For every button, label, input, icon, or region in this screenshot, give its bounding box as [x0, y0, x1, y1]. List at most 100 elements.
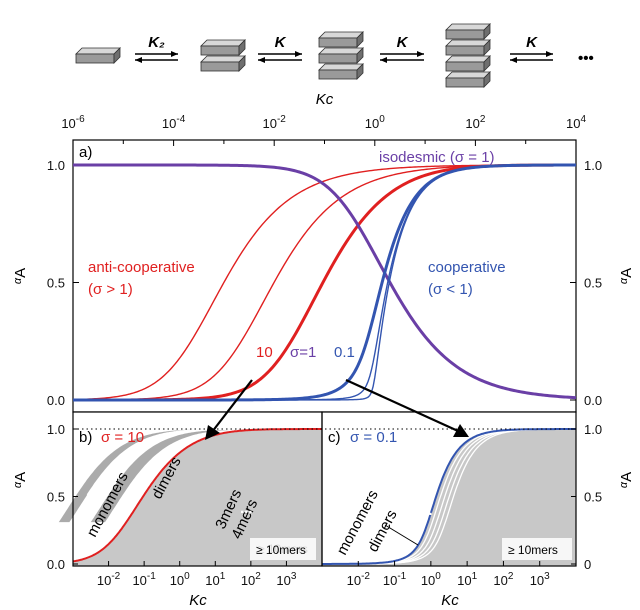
- panel-b-ytick-label: 1.0: [47, 422, 65, 437]
- top-tick-label: 10-6: [61, 114, 85, 131]
- panel-b-xtick-label: 102: [241, 571, 261, 588]
- stack-2-plate-front: [200, 61, 240, 72]
- panel-b-xlabel: Kc: [189, 592, 207, 609]
- top-tick-label: 100: [365, 114, 385, 131]
- panel-c-dots: ...: [420, 502, 433, 519]
- stack-4-plate-front: [445, 77, 485, 88]
- panel-c-xtick-label: 10-2: [347, 571, 371, 588]
- panel-c-xtick-label: 102: [493, 571, 513, 588]
- stack-4-plate-front: [445, 61, 485, 72]
- stack-4-plate-top: [445, 55, 491, 63]
- stack-3-plate-front: [318, 37, 358, 48]
- panel-a-series-line: [72, 163, 576, 402]
- backward-arrowhead: [510, 57, 517, 63]
- panel-a-ylabel: αA: [12, 268, 29, 284]
- stack-4-plate-top: [445, 39, 491, 47]
- panel-b-sigma: σ = 10: [101, 429, 144, 446]
- backward-arrowhead: [135, 57, 142, 63]
- panel-c-sigma: σ = 0.1: [350, 429, 397, 446]
- panel-c-dimers-pointer: [384, 524, 419, 546]
- stack-4-plate-side: [483, 55, 491, 72]
- panel-c-xtick-label: 103: [530, 571, 550, 588]
- label-sigma-1: σ=1: [290, 344, 316, 361]
- panel-c-ytick-label: 0.5: [584, 490, 602, 505]
- arrow-to-panel-c-head: [453, 424, 469, 437]
- panel-c-ytick-label: 0: [584, 557, 591, 572]
- panel-b-xtick-label: 101: [205, 571, 225, 588]
- panel-c-xtick-label: 10-1: [383, 571, 407, 588]
- stack-3-plate-side: [356, 31, 364, 48]
- stack-1-plate-top: [75, 47, 121, 55]
- panel-b-label: b): [79, 429, 92, 446]
- cooperative-sigma: (σ < 1): [428, 281, 473, 298]
- equilibrium-constant: K: [275, 34, 287, 51]
- stack-3-plate-top: [318, 47, 364, 55]
- panel-b-xtick-label: 10-1: [132, 571, 156, 588]
- stack-1-plate-side: [113, 47, 121, 64]
- panel-b-oligomer-band: [58, 429, 248, 523]
- top-axis-label: Kc: [316, 91, 334, 108]
- scheme-ellipsis: •••: [578, 50, 594, 67]
- stack-2-plate-top: [200, 55, 246, 63]
- stack-3-plate-front: [318, 69, 358, 80]
- cooperative-label: cooperative: [428, 259, 506, 276]
- arrow-to-panel-b: [211, 379, 253, 433]
- stack-3-plate-top: [318, 63, 364, 71]
- panel-c-label: c): [328, 429, 341, 446]
- panel-b-dots: ...: [240, 500, 253, 517]
- label-sigma-10: 10: [256, 344, 273, 361]
- anti-cooperative-sigma: (σ > 1): [88, 281, 133, 298]
- panel-b-xtick-label: 100: [170, 571, 190, 588]
- stack-4-plate-side: [483, 39, 491, 56]
- panel-c-ytick-label: 1.0: [584, 422, 602, 437]
- stack-4-plate-top: [445, 23, 491, 31]
- panel-c-ylabel: αA: [618, 472, 635, 488]
- panel-a-ytick-right: 1.0: [584, 158, 602, 173]
- backward-arrowhead: [380, 57, 387, 63]
- panel-a-ytick-right: 0.5: [584, 276, 602, 291]
- forward-arrowhead: [417, 51, 424, 57]
- stack-3-plate-side: [356, 47, 364, 64]
- panel-a-series-line: [73, 163, 577, 400]
- stack-4-plate-front: [445, 45, 485, 56]
- top-tick-label: 102: [465, 114, 485, 131]
- panel-c-tail-text: ≥ 10mers: [508, 543, 558, 557]
- panel-c-tail-box: [502, 538, 572, 560]
- top-tick-label: 10-2: [263, 114, 287, 131]
- panel-b-ytick-label: 0.5: [47, 490, 65, 505]
- stack-3-plate-side: [356, 63, 364, 80]
- stack-2-plate-side: [238, 39, 246, 56]
- panel-a-series-line: [73, 164, 577, 401]
- panel-b-ylabel: αA: [12, 472, 29, 488]
- forward-arrowhead: [171, 51, 178, 57]
- equilibrium-constant: K: [526, 34, 538, 51]
- panel-b-xtick-label: 103: [276, 571, 296, 588]
- stack-3-plate-top: [318, 31, 364, 39]
- backward-arrowhead: [258, 57, 265, 63]
- top-tick-label: 10-4: [162, 114, 186, 131]
- panel-c-xlabel: Kc: [441, 592, 459, 609]
- stack-2-plate-front: [200, 45, 240, 56]
- stack-3-plate-front: [318, 53, 358, 64]
- panel-b-oligomer-band: [90, 429, 283, 523]
- stack-4-plate-front: [445, 29, 485, 40]
- stack-4-plate-side: [483, 71, 491, 88]
- arrow-to-panel-b-head: [205, 425, 220, 440]
- panel-b-aggregate-area: [73, 429, 322, 566]
- stack-1-plate-front: [75, 53, 115, 64]
- arrow-to-panel-c: [345, 378, 459, 433]
- stack-2-plate-side: [238, 55, 246, 72]
- label-sigma-01: 0.1: [334, 344, 355, 361]
- panel-b-tail-text: ≥ 10mers: [256, 543, 306, 557]
- forward-arrowhead: [295, 51, 302, 57]
- panel-a-ytick-label: 0.0: [47, 393, 65, 408]
- equilibrium-constant: K₂: [148, 34, 165, 51]
- panel-a-label: a): [79, 144, 92, 161]
- panel-c-xtick-label: 101: [457, 571, 477, 588]
- panel-a-ytick-right: 0.0: [584, 393, 602, 408]
- stack-2-plate-top: [200, 39, 246, 47]
- panel-b-xtick-label: 10-2: [97, 571, 121, 588]
- panel-a-ytick-label: 1.0: [47, 158, 65, 173]
- panel-c-monomer-curve: [322, 428, 576, 565]
